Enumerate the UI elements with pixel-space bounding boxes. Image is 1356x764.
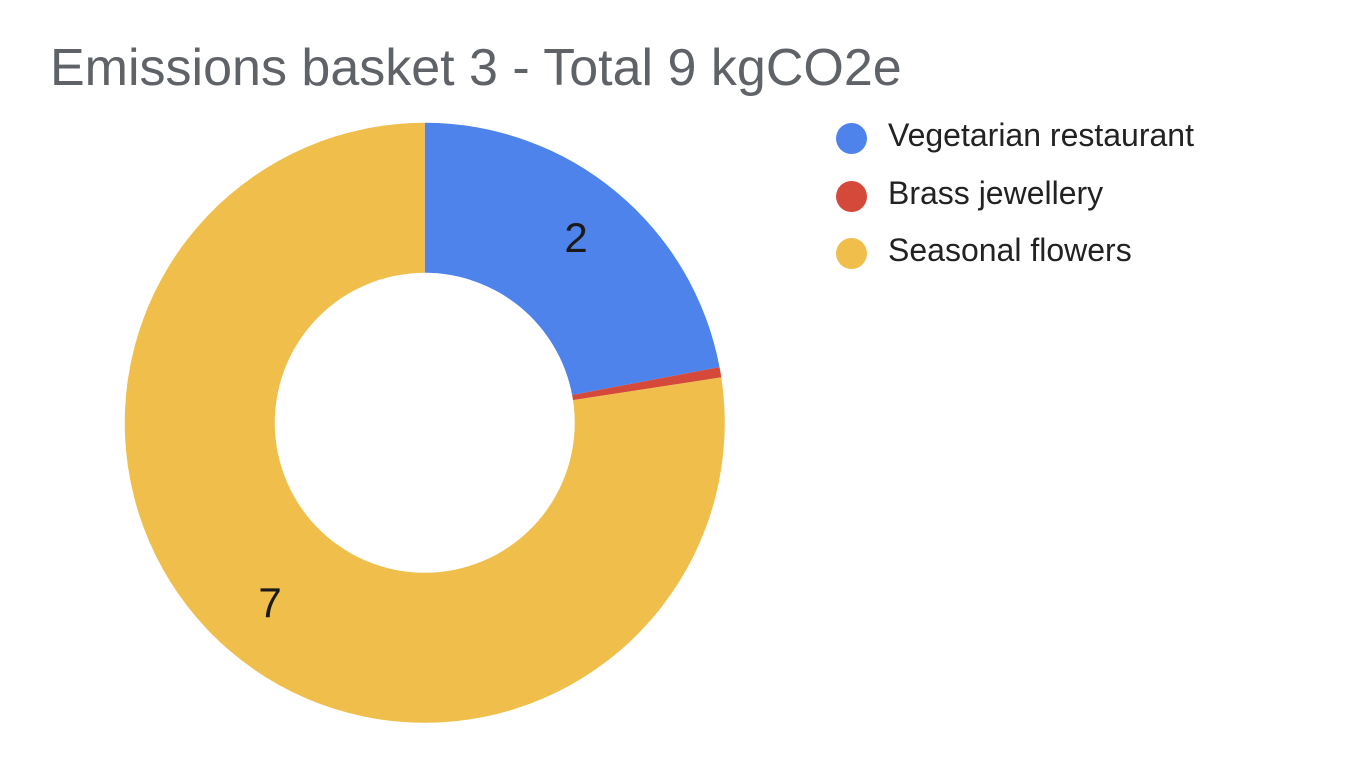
- svg-text:2: 2: [564, 214, 587, 261]
- svg-text:7: 7: [258, 579, 281, 626]
